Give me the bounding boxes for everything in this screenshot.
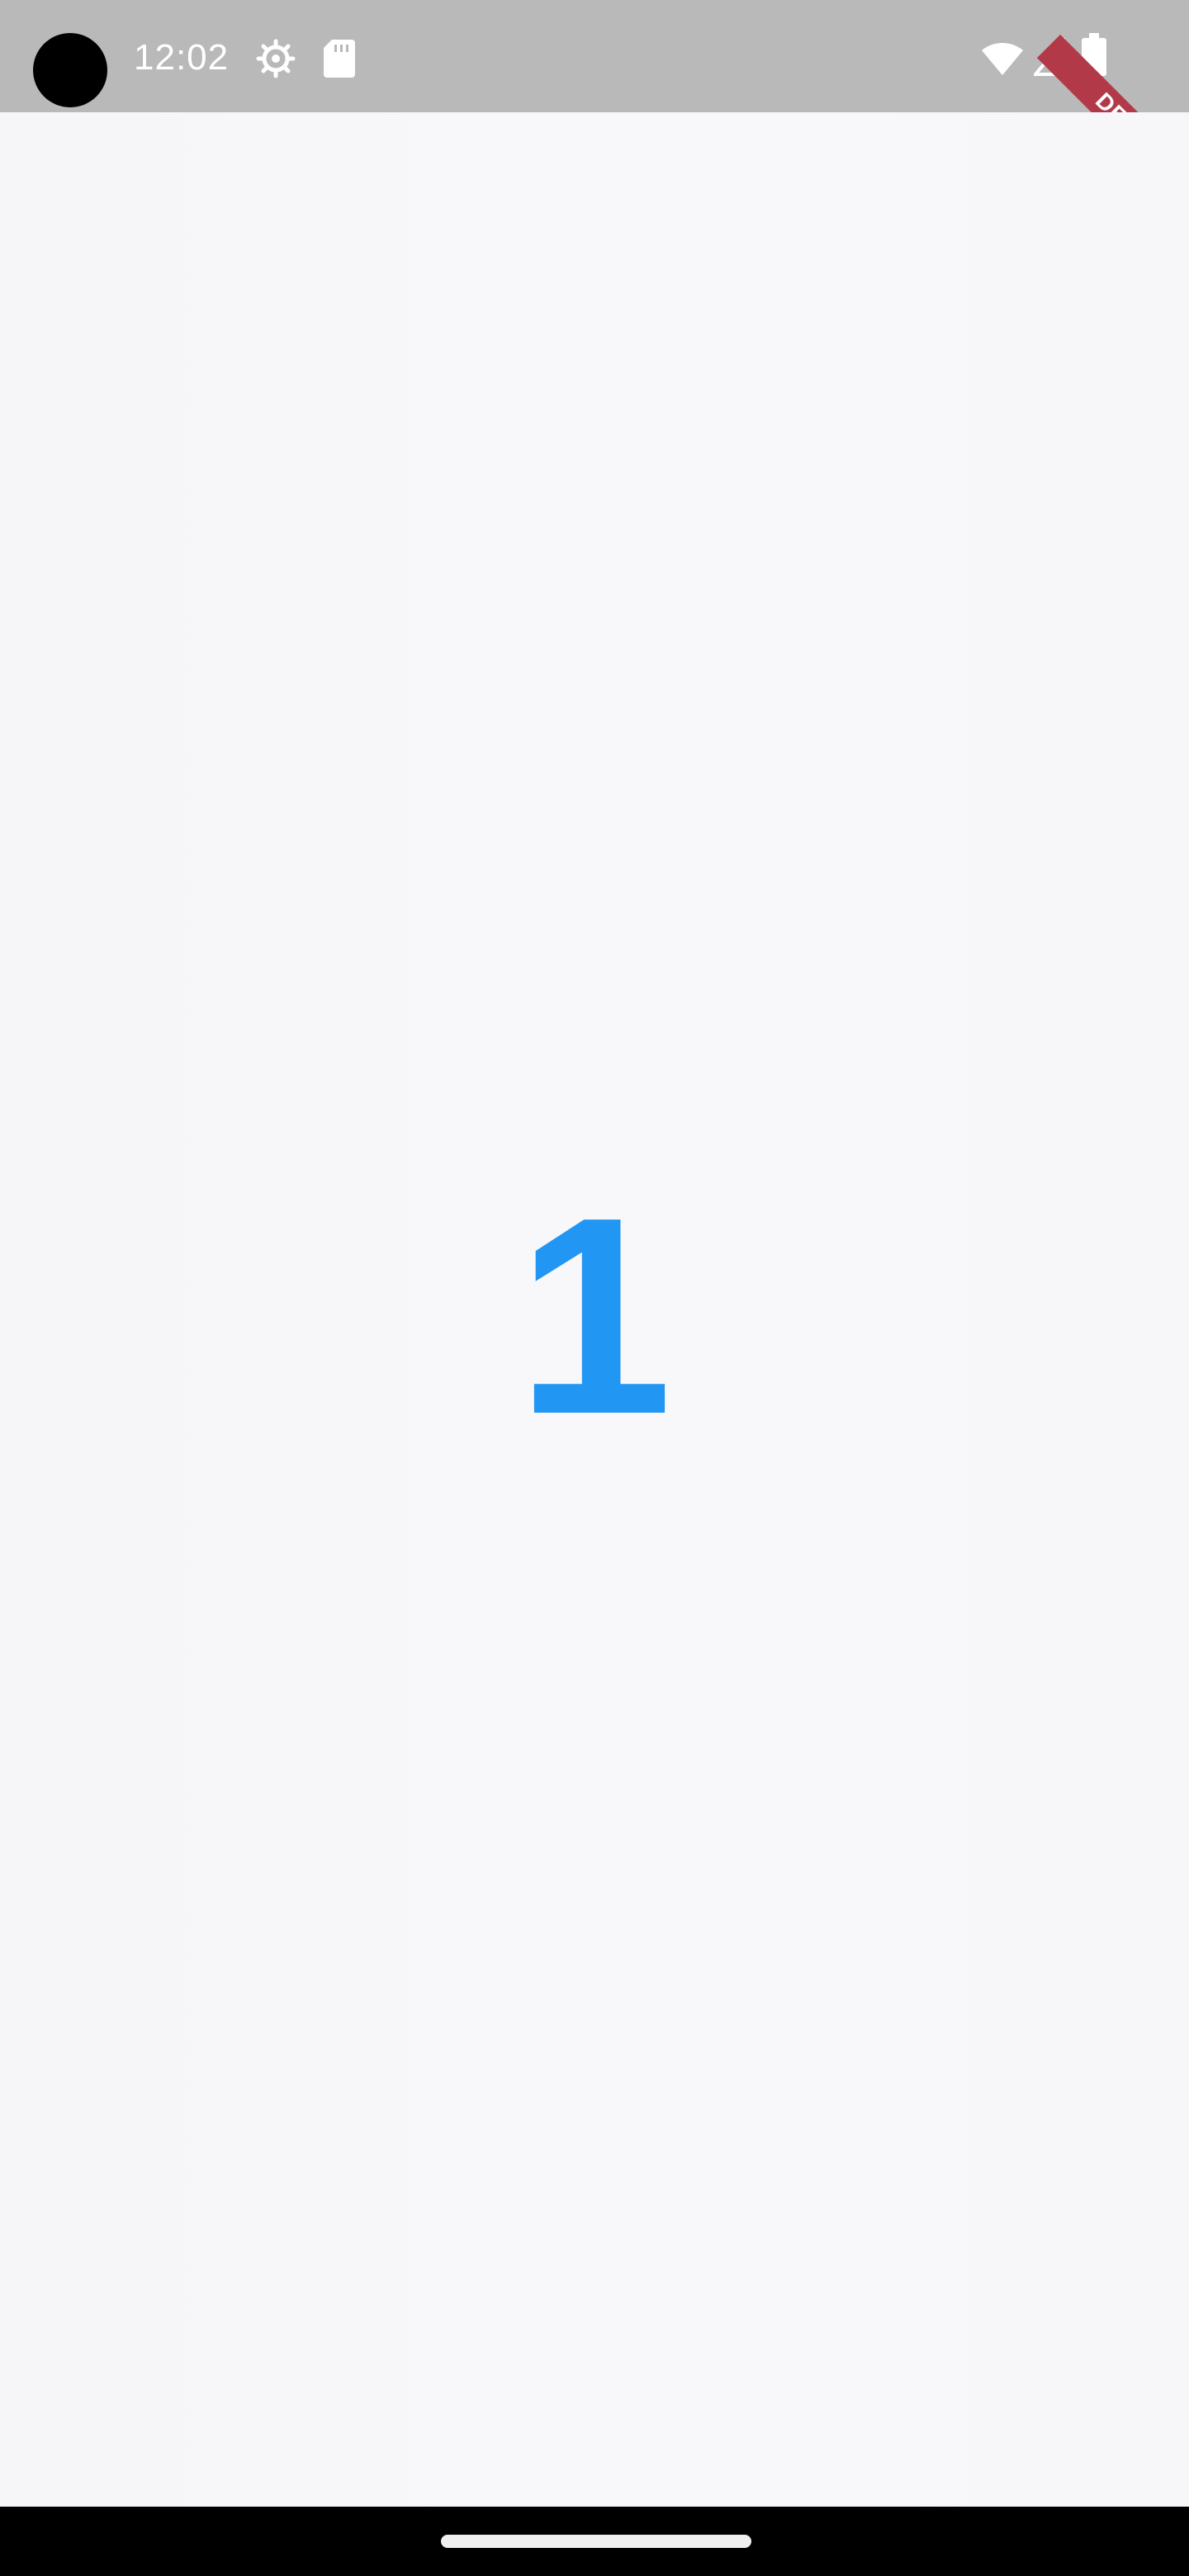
- main-content: 1: [0, 112, 1189, 2507]
- counter-value: 1: [516, 1159, 673, 1473]
- settings-icon: [256, 39, 296, 78]
- camera-cutout: [33, 33, 107, 107]
- wifi-icon: [982, 43, 1023, 75]
- status-bar: 12:02: [0, 0, 1189, 112]
- navigation-bar: [0, 2507, 1189, 2576]
- home-indicator[interactable]: [441, 2535, 751, 2548]
- status-time: 12:02: [134, 37, 230, 78]
- signal-icon: [1034, 38, 1065, 76]
- battery-icon: [1082, 33, 1106, 76]
- sd-card-icon: [324, 40, 355, 78]
